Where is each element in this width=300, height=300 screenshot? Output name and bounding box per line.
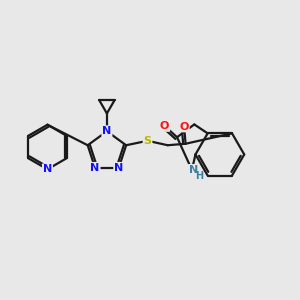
Text: N: N	[90, 163, 100, 173]
Text: N: N	[102, 126, 112, 136]
Text: S: S	[143, 136, 152, 146]
Text: O: O	[179, 122, 189, 131]
Text: H: H	[195, 172, 203, 182]
Text: O: O	[160, 121, 169, 131]
Text: N: N	[189, 165, 198, 175]
Text: N: N	[43, 164, 52, 174]
Text: N: N	[114, 163, 123, 173]
